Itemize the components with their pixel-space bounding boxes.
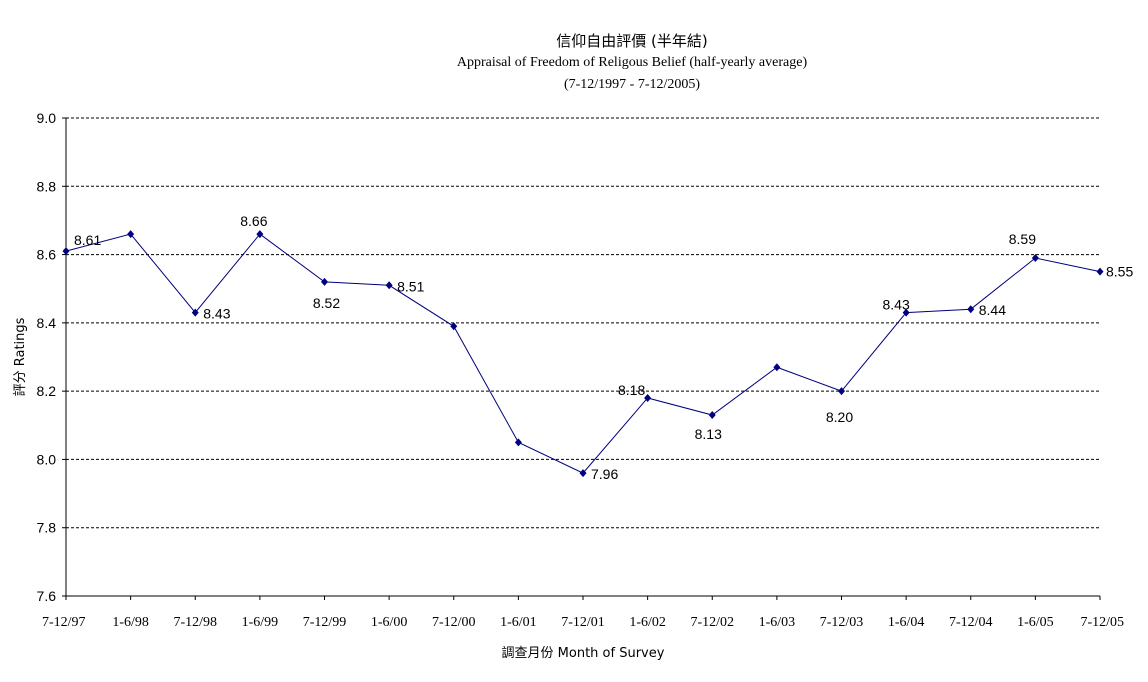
data-point — [256, 230, 264, 239]
x-tick-labels: 7-12/97 1-6/98 7-12/98 1-6/99 7-12/99 1-6/00 7… — [42, 596, 1124, 630]
data-label: 8.44 — [979, 302, 1006, 318]
x-tick-label: 7-12/03 — [820, 615, 864, 630]
x-tick-label: 7-12/00 — [432, 615, 476, 630]
y-tick-label: 7.6 — [37, 588, 57, 604]
data-point — [321, 277, 328, 286]
x-tick-label: 7-12/97 — [42, 615, 86, 630]
chart-title: 信仰自由評價 (半年結) — [556, 32, 707, 50]
x-tick-label: 7-12/01 — [561, 615, 605, 630]
data-point — [514, 438, 522, 447]
gridlines — [66, 117, 1100, 529]
x-axis-label: 調查月份 Month of Survey — [502, 646, 665, 661]
data-point — [708, 411, 716, 420]
x-tick-label: 7-12/04 — [949, 615, 993, 630]
data-label: 8.20 — [826, 409, 853, 425]
x-tick-label: 1-6/03 — [759, 615, 796, 630]
data-point — [579, 469, 587, 478]
x-tick-label: 1-6/04 — [888, 615, 925, 630]
y-tick-labels: 9.0 8.8 8.6 8.4 8.2 8.0 7.8 7.6 — [37, 110, 66, 604]
data-point — [902, 308, 910, 317]
data-point — [191, 308, 199, 317]
data-label: 8.43 — [883, 297, 910, 313]
x-tick-label: 7-12/02 — [690, 615, 734, 630]
x-tick-label: 7-12/99 — [303, 615, 347, 630]
axes — [65, 118, 1100, 597]
data-point — [967, 305, 975, 314]
x-tick-label: 1-6/98 — [112, 615, 149, 630]
data-point — [838, 387, 845, 396]
data-point — [127, 230, 135, 239]
y-tick-label: 8.8 — [37, 178, 57, 194]
data-label: 8.55 — [1106, 264, 1133, 280]
x-tick-label: 7-12/05 — [1080, 615, 1124, 630]
data-label: 7.96 — [591, 466, 618, 482]
chart-date-range: (7-12/1997 - 7-12/2005) — [564, 77, 700, 92]
series-line — [65, 233, 1101, 474]
x-tick-label: 1-6/01 — [500, 615, 537, 630]
data-label: 8.43 — [203, 306, 230, 322]
data-point — [450, 322, 458, 331]
series-ratings — [62, 230, 1104, 478]
data-label: 8.52 — [313, 295, 340, 311]
y-tick-label: 9.0 — [37, 110, 57, 126]
x-tick-label: 7-12/98 — [173, 615, 217, 630]
data-point — [773, 363, 781, 372]
y-tick-label: 7.8 — [37, 520, 57, 536]
data-label: 8.51 — [397, 278, 424, 294]
y-axis-label: 評分 Ratings — [13, 317, 28, 396]
data-point — [385, 281, 393, 290]
x-tick-label: 1-6/99 — [242, 615, 279, 630]
y-tick-label: 8.4 — [37, 315, 57, 331]
y-tick-label: 8.0 — [37, 451, 57, 467]
data-label: 8.61 — [74, 232, 101, 248]
data-label: 8.13 — [695, 426, 722, 442]
data-point — [62, 247, 70, 256]
data-point — [1096, 267, 1104, 276]
x-tick-label: 1-6/05 — [1017, 615, 1054, 630]
x-tick-label: 1-6/02 — [629, 615, 666, 630]
data-label: 8.66 — [240, 213, 267, 229]
data-label: 8.59 — [1009, 231, 1036, 247]
data-labels: 8.61 8.43 8.66 8.52 8.51 7.96 8.18 8.13 8.20 8.43… — [74, 213, 1133, 482]
data-point — [1031, 253, 1039, 262]
data-label: 8.18 — [618, 382, 645, 398]
x-tick-label: 1-6/00 — [371, 615, 408, 630]
y-tick-label: 8.2 — [37, 383, 57, 399]
data-point — [644, 393, 652, 402]
chart-subtitle: Appraisal of Freedom of Religous Belief … — [457, 55, 808, 70]
y-tick-label: 8.6 — [37, 247, 57, 263]
